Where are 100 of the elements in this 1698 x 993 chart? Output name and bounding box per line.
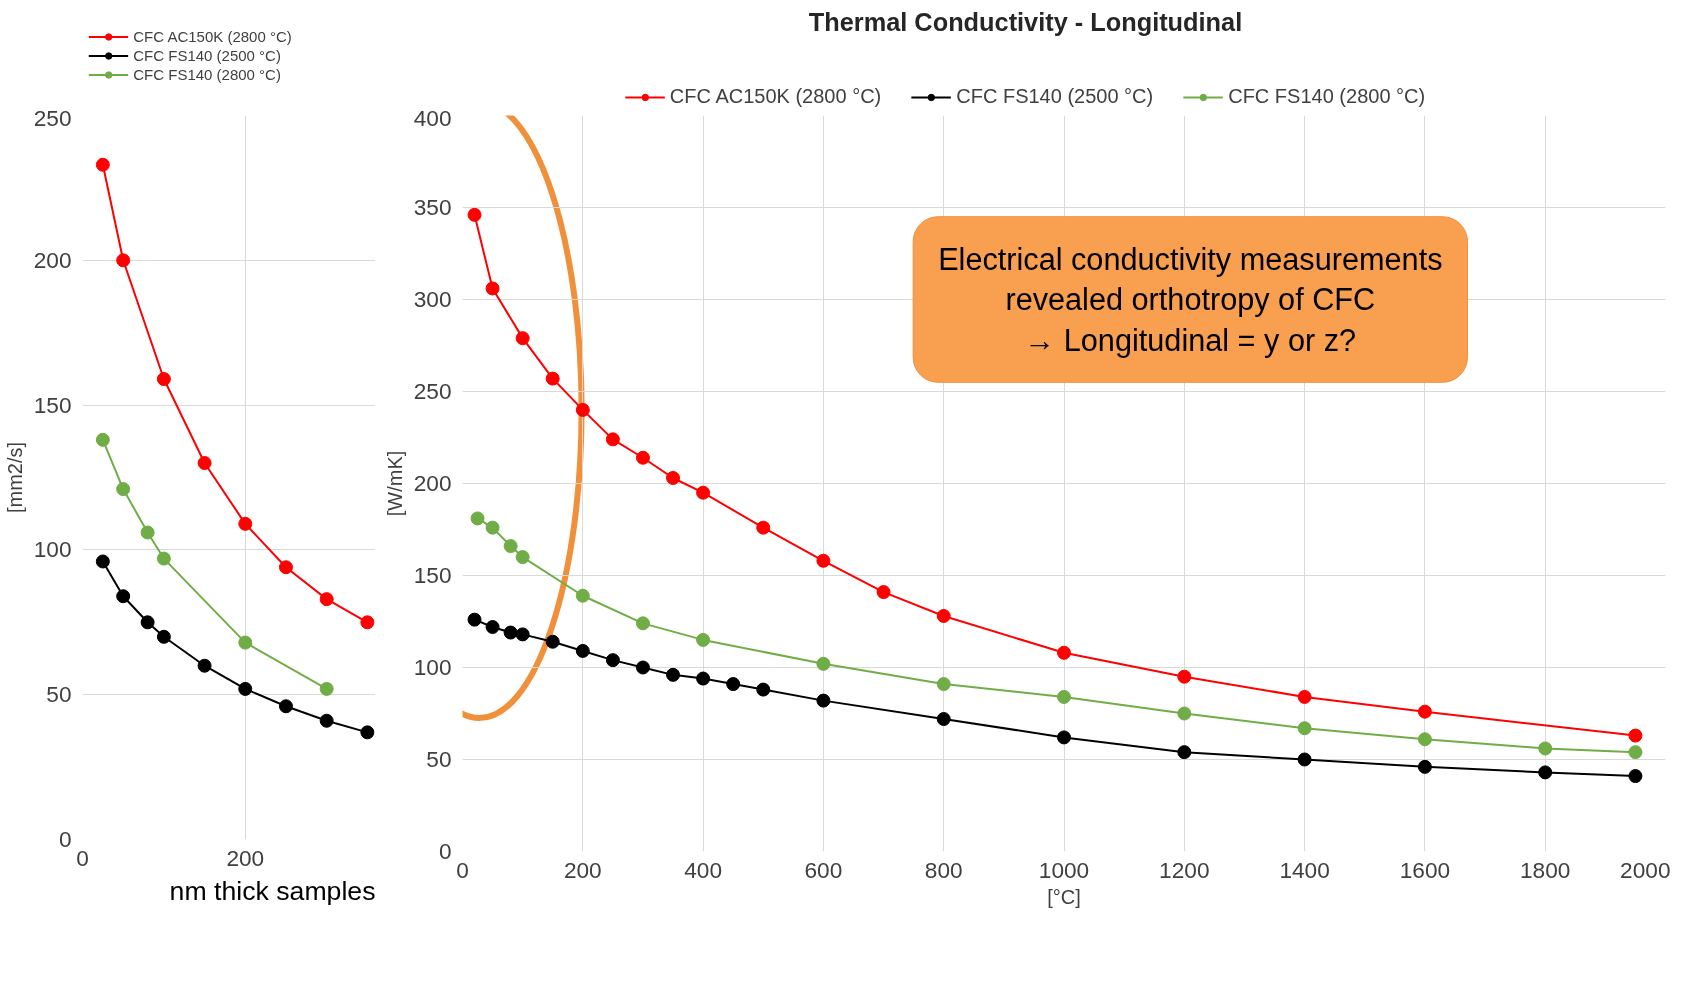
point xyxy=(467,207,482,222)
point xyxy=(503,539,518,554)
point xyxy=(156,629,171,644)
point xyxy=(605,432,620,447)
point xyxy=(156,551,171,566)
point xyxy=(503,625,518,640)
point xyxy=(1628,745,1643,760)
x-tick-label: 1800 xyxy=(1520,856,1571,883)
point xyxy=(635,450,650,465)
point xyxy=(816,656,831,671)
x-tick-label: 0 xyxy=(456,856,469,883)
point xyxy=(696,632,711,647)
point xyxy=(319,681,334,696)
point xyxy=(1417,732,1432,747)
y-tick-label: 100 xyxy=(413,654,452,680)
x-tick-label: 400 xyxy=(684,856,723,883)
y-axis-title: [W/mK] xyxy=(383,450,406,517)
point xyxy=(575,588,590,603)
x-tick-label: 1000 xyxy=(1038,856,1090,883)
point xyxy=(467,612,482,627)
point xyxy=(696,485,711,500)
point xyxy=(470,511,485,526)
point xyxy=(1177,745,1192,760)
point xyxy=(545,371,560,386)
point xyxy=(756,682,771,697)
point xyxy=(575,643,590,658)
point xyxy=(726,677,741,692)
x-tick-label: 1600 xyxy=(1399,856,1451,883)
y-tick-label: 250 xyxy=(33,104,72,131)
annotation: Electrical conductivity measurements revealed orthotropy of CFC → Longitudinal = y or z? xyxy=(938,241,1443,359)
chart-title: Thermal Conductivity - Longitudinal xyxy=(808,7,1243,36)
y-tick-label: 300 xyxy=(413,286,452,312)
legend-label: CFC FS140 (2800 °C) xyxy=(133,65,281,83)
point xyxy=(319,592,334,607)
point xyxy=(95,157,110,172)
point xyxy=(360,615,375,630)
y-tick-label: 0 xyxy=(58,826,72,852)
point xyxy=(936,712,951,727)
point xyxy=(1297,752,1312,767)
point xyxy=(116,589,131,604)
point xyxy=(876,585,891,600)
point xyxy=(816,693,831,708)
y-tick-label: 150 xyxy=(413,562,452,588)
x-tick-label: 800 xyxy=(924,856,963,883)
point xyxy=(95,554,110,569)
point xyxy=(1538,765,1553,780)
point xyxy=(1177,669,1192,684)
x-tick-label: 200 xyxy=(226,844,265,871)
point xyxy=(936,608,951,623)
point xyxy=(156,372,171,387)
point xyxy=(1057,645,1071,660)
point xyxy=(485,281,500,296)
point xyxy=(116,482,131,497)
legend-label: CFC AC150K (2800 °C) xyxy=(669,85,882,108)
point xyxy=(485,520,500,535)
y-tick-label: 200 xyxy=(413,470,452,496)
x-tick-label: 200 xyxy=(563,856,602,883)
y-tick-label: 100 xyxy=(33,536,72,563)
point xyxy=(140,615,155,630)
point xyxy=(1177,706,1192,721)
point xyxy=(575,402,590,417)
point xyxy=(1628,728,1643,743)
point xyxy=(1297,721,1312,736)
point xyxy=(1057,689,1071,704)
point xyxy=(360,725,375,740)
legend-label: CFC FS140 (2500 °C) xyxy=(133,46,281,64)
point xyxy=(197,456,212,471)
point xyxy=(278,560,293,575)
x-tick-label: 1400 xyxy=(1279,856,1330,883)
point xyxy=(1538,741,1553,756)
point xyxy=(515,550,530,565)
point xyxy=(605,653,620,668)
point xyxy=(1057,730,1071,745)
point xyxy=(238,681,253,696)
y-tick-label: 50 xyxy=(46,681,72,708)
point xyxy=(116,253,131,268)
x-tick-label: 2000 xyxy=(1620,856,1671,883)
point xyxy=(635,616,650,631)
y-tick-label: 50 xyxy=(426,746,452,772)
point xyxy=(238,516,253,531)
y-tick-label: 200 xyxy=(33,246,72,273)
point xyxy=(140,525,155,540)
legend-label: CFC AC150K (2800 °C) xyxy=(133,27,292,45)
y-tick-label: 400 xyxy=(413,104,452,131)
legend-label: CFC FS140 (2500 °C) xyxy=(956,85,1154,108)
point xyxy=(545,634,560,649)
y-axis-title: [mm2/s] xyxy=(3,441,26,514)
point xyxy=(1297,689,1312,704)
y-tick-label: 250 xyxy=(413,378,452,404)
point xyxy=(666,667,681,682)
point xyxy=(485,620,500,635)
legend-label: CFC FS140 (2800 °C) xyxy=(1228,85,1426,108)
point xyxy=(238,635,253,650)
x-axis-title: [°C] xyxy=(1047,885,1081,908)
point xyxy=(515,627,530,642)
point xyxy=(936,677,951,692)
point xyxy=(278,699,293,714)
point xyxy=(756,520,771,535)
x-tick-label: 1200 xyxy=(1159,856,1210,883)
point xyxy=(95,432,110,447)
